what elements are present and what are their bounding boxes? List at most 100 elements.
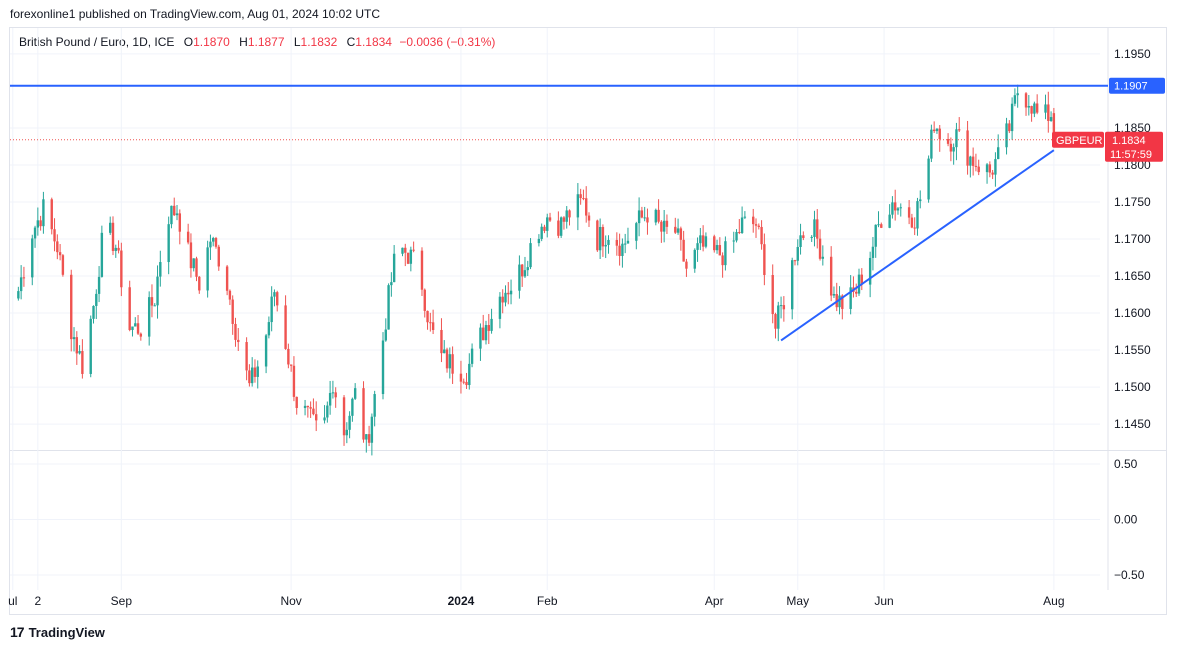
candle-body bbox=[39, 220, 42, 227]
candle-body bbox=[841, 295, 844, 309]
low-value: 1.1832 bbox=[300, 35, 338, 49]
candle-body bbox=[930, 129, 933, 159]
candle-body bbox=[56, 241, 59, 253]
candle-body bbox=[955, 129, 958, 148]
candle-body bbox=[838, 295, 841, 308]
horizontal-line-value: 1.1907 bbox=[1114, 81, 1148, 93]
candle-body bbox=[735, 231, 738, 241]
oscillator-tick-label: 0.50 bbox=[1114, 457, 1138, 471]
candle-body bbox=[312, 408, 315, 415]
candle-body bbox=[763, 244, 766, 276]
candle-body bbox=[721, 255, 724, 266]
candle-body bbox=[209, 241, 212, 248]
candle-body bbox=[529, 243, 532, 268]
candle-body bbox=[111, 222, 115, 251]
candle-body bbox=[559, 217, 563, 236]
candle-body bbox=[53, 229, 56, 242]
candle-body bbox=[919, 199, 922, 202]
candle-body bbox=[412, 249, 415, 251]
candle-body bbox=[1030, 106, 1033, 114]
candle-body bbox=[740, 217, 744, 234]
candle-body bbox=[793, 260, 797, 262]
price-tick-label: 1.1850 bbox=[1114, 121, 1151, 135]
candle-body bbox=[996, 147, 1000, 160]
candle-body bbox=[754, 224, 758, 226]
candle-body bbox=[601, 226, 605, 247]
candle-body bbox=[810, 236, 813, 239]
candle-body bbox=[860, 274, 863, 285]
price-tick-label: 1.1700 bbox=[1114, 232, 1151, 246]
ticker-label: GBPEUR bbox=[1056, 135, 1103, 147]
candle-body bbox=[874, 224, 877, 247]
candle-body bbox=[387, 285, 390, 330]
candle-body bbox=[490, 318, 493, 331]
candle-body bbox=[888, 214, 891, 228]
close-value: 1.1834 bbox=[355, 35, 392, 49]
candle-body bbox=[431, 322, 435, 330]
candle-body bbox=[78, 351, 81, 354]
last-price-badge bbox=[1105, 131, 1163, 162]
candle-body bbox=[994, 159, 997, 175]
candle-body bbox=[70, 274, 73, 340]
candle-body bbox=[273, 292, 276, 297]
candle-body bbox=[114, 247, 117, 251]
symbol-legend: British Pound / Euro, 1D, ICE O1.1870 H1… bbox=[19, 35, 495, 49]
candle-body bbox=[693, 249, 696, 269]
time-tick-label: ul bbox=[8, 594, 17, 608]
candle-body bbox=[523, 270, 527, 277]
candle-body bbox=[331, 392, 335, 394]
candle-body bbox=[932, 129, 936, 132]
candle-body bbox=[557, 220, 560, 236]
candle-body bbox=[1033, 103, 1036, 114]
candle-body bbox=[752, 216, 755, 225]
close-label: C bbox=[346, 35, 356, 49]
candle-body bbox=[537, 238, 541, 244]
candle-body bbox=[732, 240, 735, 242]
candle-body bbox=[891, 202, 894, 215]
candle-body bbox=[367, 434, 371, 443]
price-axis[interactable]: 1.19501.18501.18001.17501.17001.16501.16… bbox=[1114, 47, 1151, 582]
candle-body bbox=[907, 207, 911, 218]
candlestick-series bbox=[17, 84, 1056, 456]
candle-body bbox=[150, 297, 154, 306]
chart-frame bbox=[9, 27, 1167, 615]
candle-body bbox=[949, 143, 953, 152]
candle-body bbox=[916, 201, 919, 229]
candle-body bbox=[618, 245, 621, 256]
candle-body bbox=[623, 243, 627, 245]
candle-body bbox=[1047, 104, 1050, 121]
candle-body bbox=[303, 405, 307, 408]
candle-body bbox=[214, 238, 218, 247]
candle-body bbox=[757, 225, 760, 227]
candle-body bbox=[58, 252, 62, 256]
candle-body bbox=[971, 156, 975, 166]
price-tick-label: 1.1500 bbox=[1114, 380, 1151, 394]
candle-body bbox=[61, 255, 65, 275]
candle-body bbox=[640, 210, 644, 218]
tradingview-footer[interactable]: 17 TradingView bbox=[10, 624, 105, 640]
high-label: H bbox=[239, 35, 248, 49]
candle-body bbox=[234, 323, 237, 340]
candle-body bbox=[771, 275, 774, 315]
candle-body bbox=[779, 305, 783, 307]
candle-body bbox=[946, 139, 950, 144]
time-axis[interactable]: ul 2 Sep Nov 2024 Feb Apr May Jun Aug bbox=[8, 594, 1064, 608]
candle-body bbox=[287, 348, 290, 365]
symbol-name[interactable]: British Pound / Euro, 1D, ICE bbox=[19, 35, 175, 49]
price-tick-label: 1.1650 bbox=[1114, 269, 1151, 283]
candle-body bbox=[938, 128, 941, 140]
candle-body bbox=[585, 198, 588, 216]
candle-body bbox=[440, 329, 443, 354]
candle-body bbox=[935, 128, 939, 132]
candle-body bbox=[36, 220, 40, 228]
candle-body bbox=[977, 166, 980, 173]
candle-body bbox=[893, 202, 897, 211]
candle-body bbox=[33, 227, 37, 239]
candle-body bbox=[328, 393, 332, 406]
candle-body bbox=[50, 199, 53, 230]
candle-body bbox=[159, 262, 162, 277]
candle-body bbox=[136, 323, 140, 334]
candle-body bbox=[743, 216, 747, 218]
candle-body bbox=[738, 231, 741, 234]
